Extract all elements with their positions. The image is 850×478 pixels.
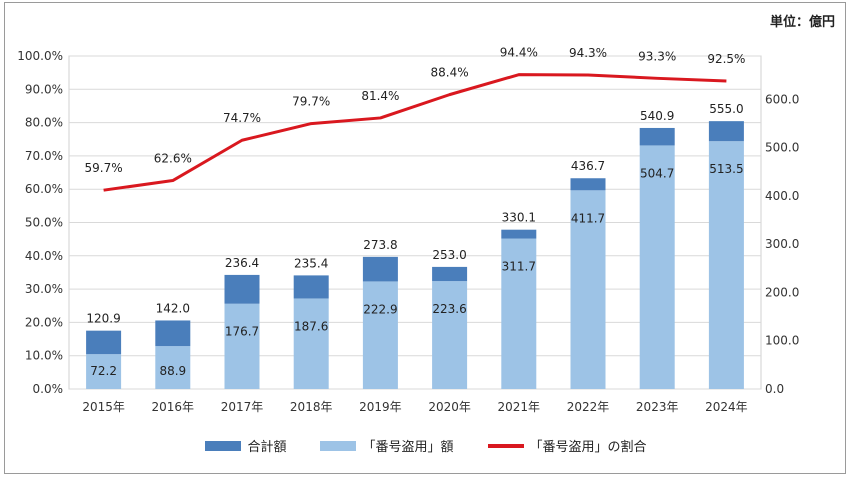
- x-tick-label: 2022年: [567, 400, 610, 414]
- ratio-data-label: 88.4%: [431, 66, 469, 80]
- ratio-data-label: 94.3%: [569, 46, 607, 60]
- bar-theft: [708, 141, 744, 389]
- total-data-label: 330.1: [502, 211, 536, 225]
- bar-theft: [86, 354, 122, 389]
- ratio-data-label: 59.7%: [85, 161, 123, 175]
- left-tick-label: 90.0%: [25, 82, 63, 96]
- theft-data-label: 504.7: [640, 166, 674, 180]
- right-tick-label: 200.0: [765, 285, 799, 299]
- total-data-label: 273.8: [363, 238, 397, 252]
- total-data-label: 555.0: [709, 102, 743, 116]
- left-tick-label: 60.0%: [25, 182, 63, 196]
- bar-theft: [362, 281, 398, 389]
- bar-theft: [639, 145, 675, 389]
- bar-total-segment: [293, 275, 329, 299]
- theft-data-label: 187.6: [294, 319, 328, 333]
- theft-data-label: 222.9: [363, 302, 397, 316]
- x-tick-label: 2023年: [636, 400, 679, 414]
- bar-total-segment: [432, 266, 468, 282]
- total-data-label: 120.9: [86, 312, 120, 326]
- legend-item-ratio: 「番号盗用」の割合: [487, 436, 647, 455]
- legend-item-theft: 「番号盗用」額: [320, 436, 454, 455]
- ratio-data-label: 79.7%: [292, 95, 330, 109]
- bar-total-segment: [224, 274, 260, 304]
- total-data-label: 142.0: [156, 301, 190, 315]
- bar-theft: [432, 281, 468, 389]
- right-tick-label: 0.0: [765, 382, 784, 396]
- theft-data-label: 411.7: [571, 211, 605, 225]
- chart-frame: 単位：億円 0.0% 10.0% 20.0% 30.0% 40.0% 50.0% 60.0%…: [4, 2, 846, 474]
- left-tick-label: 100.0%: [17, 49, 63, 63]
- bar-total-segment: [501, 229, 537, 239]
- right-tick-label: 600.0: [765, 92, 799, 106]
- bar-total-segment: [155, 320, 191, 347]
- ratio-line: [103, 73, 727, 192]
- total-data-label: 235.4: [294, 256, 328, 270]
- total-data-label: 436.7: [571, 159, 605, 173]
- bar-theft: [224, 303, 260, 389]
- x-tick-label: 2020年: [428, 400, 471, 414]
- bar-theft: [570, 190, 606, 389]
- total-data-label: 540.9: [640, 109, 674, 123]
- right-tick-label: 400.0: [765, 189, 799, 203]
- bar-theft: [293, 298, 329, 389]
- theft-data-label: 88.9: [159, 364, 186, 378]
- legend-swatch-ratio: [487, 443, 524, 448]
- left-tick-label: 70.0%: [25, 149, 63, 163]
- bar-total-segment: [708, 121, 744, 142]
- bar-total-segment: [639, 127, 675, 146]
- ratio-data-label: 93.3%: [638, 49, 676, 63]
- right-tick-label: 500.0: [765, 141, 799, 155]
- total-data-label: 253.0: [432, 248, 466, 262]
- legend-swatch-theft: [320, 440, 357, 451]
- bar-total-segment: [86, 330, 122, 355]
- x-tick-label: 2016年: [152, 400, 195, 414]
- total-data-label: 236.4: [225, 256, 259, 270]
- theft-data-label: 513.5: [709, 162, 743, 176]
- theft-data-label: 72.2: [90, 364, 117, 378]
- left-tick-label: 30.0%: [25, 282, 63, 296]
- ratio-data-label: 74.7%: [223, 111, 261, 125]
- theft-data-label: 176.7: [225, 325, 259, 339]
- x-tick-label: 2018年: [290, 400, 333, 414]
- ratio-data-label: 92.5%: [707, 52, 745, 66]
- bar-total-segment: [362, 256, 398, 282]
- legend-label-total: 合計額: [247, 440, 287, 455]
- x-tick-label: 2017年: [221, 400, 264, 414]
- bar-total-segment: [570, 178, 606, 191]
- bar-theft: [155, 346, 191, 389]
- legend: 合計額 「番号盗用」額 「番号盗用」の割合: [5, 436, 847, 455]
- unit-label: 単位：億円: [769, 15, 835, 30]
- left-tick-label: 50.0%: [25, 216, 63, 230]
- x-tick-label: 2021年: [498, 400, 541, 414]
- right-tick-label: 100.0: [765, 334, 799, 348]
- left-tick-label: 80.0%: [25, 116, 63, 130]
- left-tick-label: 0.0%: [33, 382, 64, 396]
- legend-label-theft: 「番号盗用」額: [362, 440, 454, 455]
- ratio-data-label: 62.6%: [154, 152, 192, 166]
- bar-theft: [501, 238, 537, 389]
- left-tick-label: 20.0%: [25, 315, 63, 329]
- theft-data-label: 311.7: [502, 260, 536, 274]
- ratio-data-label: 94.4%: [500, 46, 538, 60]
- combo-chart: 0.0% 10.0% 20.0% 30.0% 40.0% 50.0% 60.0% 70.0% 8…: [17, 46, 799, 414]
- left-tick-label: 10.0%: [25, 349, 63, 363]
- x-tick-label: 2024年: [705, 400, 748, 414]
- theft-data-label: 223.6: [432, 302, 466, 316]
- ratio-data-label: 81.4%: [361, 89, 399, 103]
- legend-label-ratio: 「番号盗用」の割合: [529, 440, 647, 455]
- legend-swatch-total: [205, 440, 242, 451]
- right-tick-label: 300.0: [765, 237, 799, 251]
- x-tick-label: 2015年: [82, 400, 125, 414]
- x-tick-label: 2019年: [359, 400, 402, 414]
- legend-item-total: 合計額: [205, 436, 286, 455]
- left-tick-label: 40.0%: [25, 249, 63, 263]
